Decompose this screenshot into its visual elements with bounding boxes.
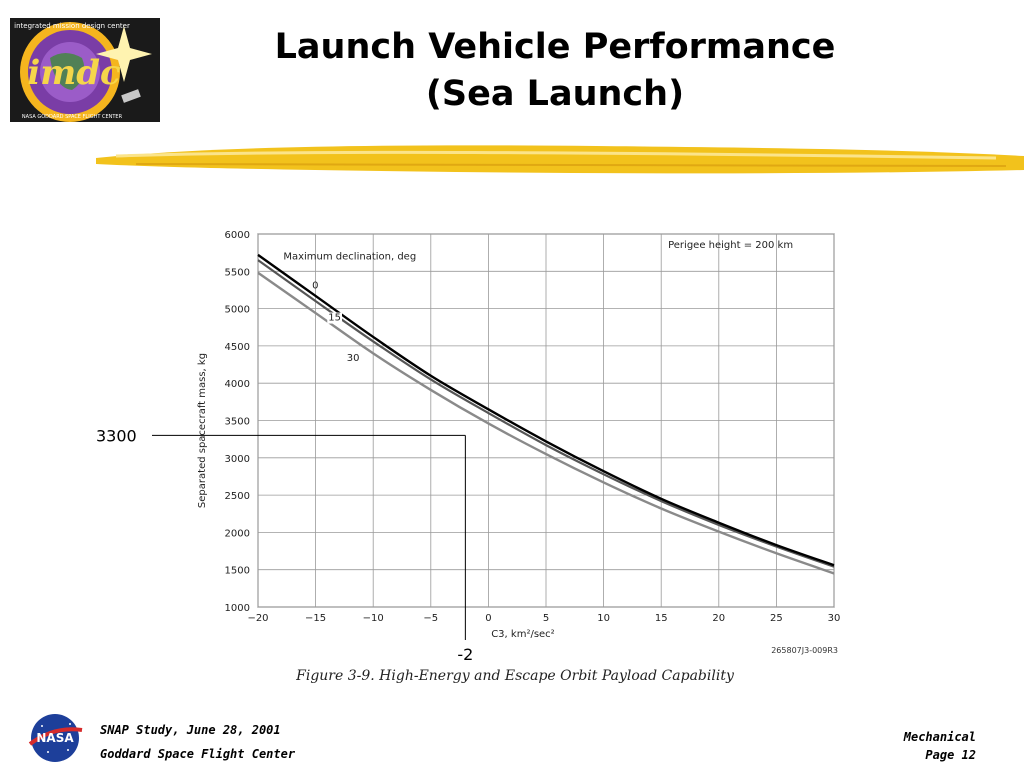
series-label-30: 30 bbox=[347, 353, 360, 364]
y-tick-label: 3500 bbox=[225, 417, 250, 428]
logo-ring-text-bottom: NASA GODDARD SPACE FLIGHT CENTER bbox=[22, 114, 123, 120]
figure-caption: Figure 3-9. High-Energy and Escape Orbit… bbox=[295, 668, 735, 684]
series-label-0: 0 bbox=[312, 280, 318, 291]
y-tick-label: 1500 bbox=[225, 566, 250, 577]
x-tick-label: 25 bbox=[770, 613, 783, 624]
x-tick-label: −15 bbox=[305, 613, 326, 624]
x-tick-label: 30 bbox=[828, 613, 841, 624]
footer-study-date: SNAP Study, June 28, 2001 bbox=[100, 723, 281, 737]
footer-organization: Goddard Space Flight Center bbox=[100, 747, 296, 761]
nasa-logo: NASA bbox=[28, 714, 83, 762]
series-label-background bbox=[345, 352, 361, 364]
footer-section: Mechanical bbox=[903, 730, 976, 744]
y-tick-label: 5500 bbox=[225, 267, 250, 278]
x-tick-label: −5 bbox=[423, 613, 438, 624]
chart-grid bbox=[257, 233, 835, 608]
y-axis-title: Separated spacecraft mass, kg bbox=[197, 353, 208, 508]
nasa-logo-text: NASA bbox=[36, 731, 74, 745]
series-line-30 bbox=[257, 271, 835, 575]
series-line-0 bbox=[257, 253, 835, 567]
y-tick-label: 6000 bbox=[225, 230, 250, 241]
series-line-15 bbox=[257, 259, 835, 568]
y-tick-label: 1000 bbox=[225, 603, 250, 614]
x-tick-label: 15 bbox=[655, 613, 668, 624]
annotation-vline-label: -2 bbox=[457, 645, 473, 664]
chart-annotations: 3300 -2 bbox=[96, 426, 473, 664]
x-tick-label: 20 bbox=[712, 613, 725, 624]
y-tick-label: 2500 bbox=[225, 491, 250, 502]
logo-ring-text: integrated mission design center bbox=[14, 22, 130, 30]
chart-curves bbox=[257, 253, 835, 575]
series-label-background bbox=[327, 312, 343, 324]
figure-id: 265807J3-009R3 bbox=[771, 646, 838, 655]
annotation-hline-label: 3300 bbox=[96, 426, 137, 445]
footer-left: SNAP Study, June 28, 2001 Goddard Space … bbox=[100, 718, 295, 766]
chart-labels: −20 −15 −10 −5 0 5 10 15 20 25 30 1000 1500 2000 2500 3… bbox=[197, 230, 840, 684]
legend-title: Maximum declination, deg bbox=[283, 251, 416, 262]
x-tick-label: −10 bbox=[363, 613, 384, 624]
x-axis-title: C3, km²/sec² bbox=[491, 629, 554, 640]
y-tick-label: 3000 bbox=[225, 454, 250, 465]
title-line-1: Launch Vehicle Performance bbox=[274, 27, 836, 67]
x-tick-label: 10 bbox=[597, 613, 610, 624]
y-tick-label: 5000 bbox=[225, 305, 250, 316]
perigee-note: Perigee height = 200 km bbox=[668, 240, 793, 251]
series-label-15: 15 bbox=[328, 313, 341, 324]
title-line-2: (Sea Launch) bbox=[425, 74, 685, 114]
footer-right: Mechanical Page 12 bbox=[904, 728, 976, 764]
yellow-brush-divider bbox=[96, 145, 1024, 174]
logo-wordmark: imdc bbox=[27, 53, 121, 93]
y-tick-label: 2000 bbox=[225, 528, 250, 539]
x-tick-label: 5 bbox=[543, 613, 549, 624]
footer-page-number: Page 12 bbox=[925, 748, 976, 762]
imdc-logo: imdc integrated mission design center NA… bbox=[10, 18, 160, 122]
y-tick-label: 4000 bbox=[225, 379, 250, 390]
page-title: Launch Vehicle Performance (Sea Launch) bbox=[240, 24, 870, 118]
y-tick-label: 4500 bbox=[225, 342, 250, 353]
x-tick-label: −20 bbox=[247, 613, 268, 624]
x-tick-label: 0 bbox=[485, 613, 491, 624]
